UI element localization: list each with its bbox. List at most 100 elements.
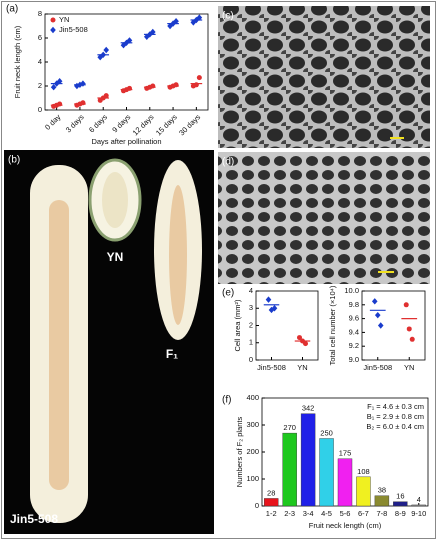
- y-tick-label: 2: [38, 81, 42, 90]
- data-point: [196, 14, 203, 21]
- x-tick-label: 15 days: [154, 112, 179, 137]
- y-tick-label: 9.0: [349, 355, 359, 364]
- data-point: [146, 31, 153, 38]
- data-point: [123, 39, 130, 46]
- x-tick-label: 1-2: [266, 509, 277, 518]
- y-tick-label: 8: [38, 9, 42, 18]
- y-tick-label: 9.8: [349, 300, 359, 309]
- data-point: [167, 22, 173, 30]
- annotation: F₁ = 4.6 ± 0.3 cm: [367, 402, 424, 411]
- data-point: [80, 80, 86, 87]
- micrograph-d: [218, 152, 430, 284]
- y-tick-label: 0: [38, 105, 42, 114]
- x-tick-label: Jin5-508: [257, 363, 286, 372]
- data-point: [173, 18, 179, 25]
- photo-label: YN: [107, 250, 124, 264]
- y-tick-label: 2: [249, 320, 253, 329]
- x-tick-label: 9-10: [411, 509, 426, 518]
- seed-cavity: [102, 172, 128, 228]
- x-tick-label: 6-7: [358, 509, 369, 518]
- data-point: [80, 100, 86, 106]
- data-point: [409, 336, 415, 342]
- x-tick-label: 7-8: [376, 509, 387, 518]
- data-point: [371, 298, 378, 305]
- data-point: [403, 302, 409, 308]
- value-label: 108: [357, 467, 370, 476]
- photo-label: F₁: [166, 347, 178, 361]
- x-tick-label: 9 days: [110, 112, 132, 134]
- legend-label: Jin5-508: [59, 25, 88, 34]
- data-point: [374, 311, 381, 319]
- data-point: [103, 46, 110, 54]
- x-axis-label: Fruit neck length (cm): [309, 521, 382, 530]
- bar: [337, 458, 353, 507]
- data-point: [127, 85, 132, 91]
- data-point: [406, 326, 412, 332]
- x-tick-label: 6 days: [87, 112, 109, 134]
- y-tick-label: 9.4: [349, 327, 359, 336]
- panel-label: (f): [222, 395, 231, 406]
- data-point: [173, 82, 179, 88]
- y-tick-label: 200: [246, 447, 259, 456]
- data-point: [149, 28, 156, 36]
- x-tick-label: Jin5-508: [363, 363, 392, 372]
- panel-label: (e): [222, 288, 234, 299]
- plot-frame: [255, 290, 319, 361]
- data-point: [103, 93, 109, 99]
- value-label: 250: [320, 428, 333, 437]
- bar: [319, 438, 334, 507]
- data-point: [303, 341, 308, 347]
- y-tick-label: 400: [246, 393, 259, 402]
- bar: [300, 413, 316, 507]
- data-point: [271, 305, 278, 312]
- legend-label: YN: [59, 15, 69, 24]
- data-point: [150, 83, 156, 89]
- x-tick-label: 3 days: [64, 112, 86, 134]
- data-point: [100, 51, 107, 58]
- x-tick-label: 12 days: [131, 112, 156, 137]
- value-label: 4: [417, 495, 421, 504]
- x-tick-label: YN: [297, 363, 307, 372]
- y-tick-label: 3: [249, 303, 253, 312]
- y-axis-label: Numbers of F₂ plants: [235, 417, 244, 488]
- bar: [374, 495, 390, 507]
- data-point: [265, 296, 272, 303]
- panel-label: (d): [222, 157, 234, 168]
- bar: [411, 504, 426, 507]
- y-tick-label: 4: [38, 57, 42, 66]
- bar: [356, 476, 371, 507]
- y-tick-label: 10.0: [344, 286, 359, 295]
- micrograph-c: [218, 6, 430, 148]
- data-point: [57, 101, 63, 107]
- x-tick-label: YN: [404, 363, 414, 372]
- data-point: [50, 17, 56, 23]
- data-point: [377, 322, 384, 329]
- bar: [282, 432, 297, 507]
- y-axis-label: Fruit neck length (cm): [13, 25, 22, 98]
- y-tick-label: 4: [249, 286, 253, 295]
- data-point: [50, 84, 57, 91]
- scale-bar: [378, 271, 394, 273]
- y-axis-label: Cell area (mm²): [233, 299, 242, 352]
- annotation: B₂ = 6.0 ± 0.4 cm: [366, 422, 424, 431]
- value-label: 28: [267, 488, 275, 497]
- panel-label: (a): [6, 4, 18, 15]
- data-point: [193, 82, 199, 88]
- data-point: [126, 37, 133, 44]
- scale-bar: [390, 137, 404, 139]
- x-tick-label: 5-6: [340, 509, 351, 518]
- y-tick-label: 0: [255, 501, 259, 510]
- x-tick-label: 3-4: [303, 509, 314, 518]
- panel-label: (c): [222, 11, 234, 22]
- y-tick-label: 6: [38, 33, 42, 42]
- data-point: [196, 75, 202, 81]
- annotation: B₁ = 2.9 ± 0.8 cm: [367, 412, 424, 421]
- seed-cavity: [49, 200, 69, 490]
- data-point: [50, 26, 56, 34]
- value-label: 16: [396, 492, 404, 501]
- x-axis-label: Days after pollination: [91, 137, 161, 146]
- bar: [393, 501, 408, 507]
- value-label: 175: [339, 449, 352, 458]
